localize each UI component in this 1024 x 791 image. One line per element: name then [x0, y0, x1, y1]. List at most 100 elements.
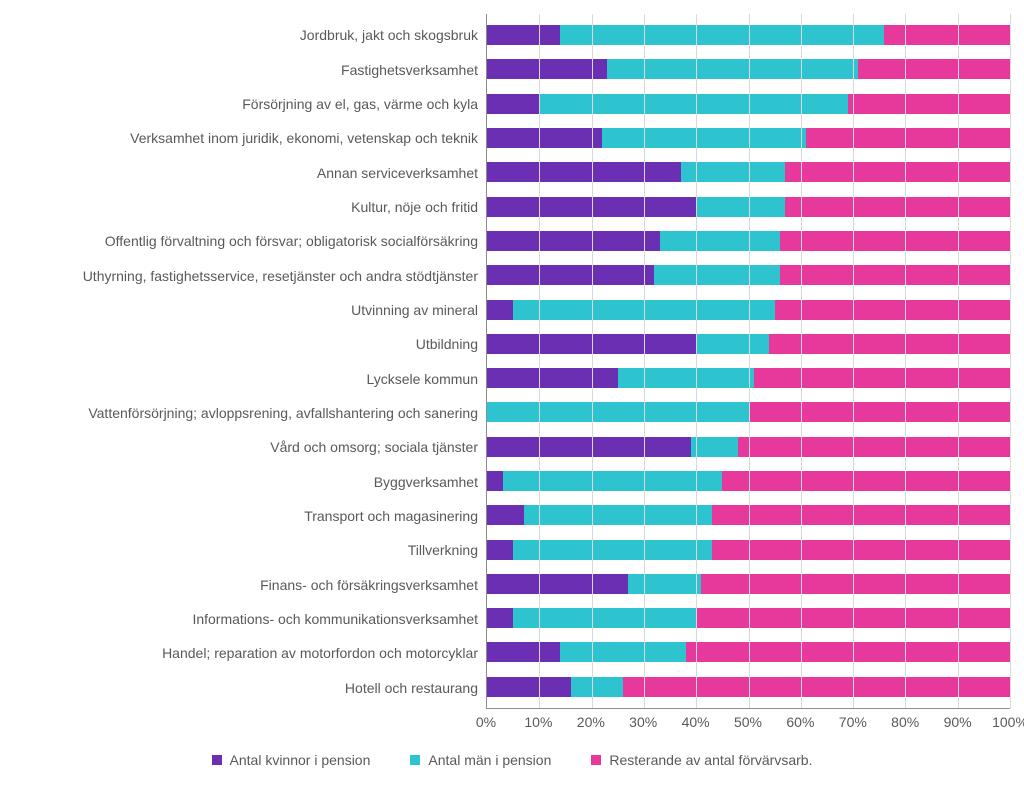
category-label: Jordbruk, jakt och skogsbruk	[8, 25, 478, 45]
bar-segment-kvinnor	[487, 677, 571, 697]
bar-segment-kvinnor	[487, 368, 618, 388]
category-label: Lycksele kommun	[8, 369, 478, 389]
bar-segment-man	[513, 540, 712, 560]
stacked-bar-chart: Jordbruk, jakt och skogsbruk Fastighetsve…	[8, 8, 1016, 783]
bar-segment-kvinnor	[487, 505, 524, 525]
bar-segment-kvinnor	[487, 437, 691, 457]
bar-segment-man	[654, 265, 780, 285]
grid-line	[696, 14, 697, 708]
bar-segment-rest	[769, 334, 1010, 354]
category-label: Informations- och kommunikationsverksamh…	[8, 609, 478, 629]
bar-segment-rest	[780, 265, 1010, 285]
bar-segment-kvinnor	[487, 265, 654, 285]
bar-segment-rest	[686, 642, 1010, 662]
grid-line	[958, 14, 959, 708]
bar-segment-kvinnor	[487, 642, 560, 662]
bar-segment-kvinnor	[487, 128, 602, 148]
bar-segment-man	[571, 677, 623, 697]
legend-label: Antal kvinnor i pension	[230, 752, 371, 768]
bar-segment-rest	[848, 94, 1010, 114]
bar-segment-rest	[858, 59, 1010, 79]
grid-line	[1010, 14, 1011, 708]
grid-line	[801, 14, 802, 708]
grid-line	[853, 14, 854, 708]
bar-segment-rest	[785, 162, 1010, 182]
category-label: Vattenförsörjning; avloppsrening, avfall…	[8, 403, 478, 423]
legend-label: Antal män i pension	[428, 752, 551, 768]
legend-item: Antal kvinnor i pension	[212, 752, 371, 768]
category-label: Fastighetsverksamhet	[8, 60, 478, 80]
legend-swatch	[212, 755, 222, 765]
x-tick-label: 40%	[682, 714, 710, 730]
bar-segment-kvinnor	[487, 231, 660, 251]
bar-segment-man	[607, 59, 858, 79]
bar-segment-man	[691, 437, 738, 457]
bar-segment-man	[696, 197, 785, 217]
bar-segment-kvinnor	[487, 471, 503, 491]
legend-label: Resterande av antal förvärvsarb.	[609, 752, 812, 768]
bar-segment-kvinnor	[487, 162, 681, 182]
grid-line	[592, 14, 593, 708]
grid-line	[905, 14, 906, 708]
bar-segment-rest	[712, 505, 1010, 525]
category-label: Försörjning av el, gas, värme och kyla	[8, 94, 478, 114]
bar-segment-rest	[722, 471, 1010, 491]
bar-segment-kvinnor	[487, 300, 513, 320]
category-label: Annan serviceverksamhet	[8, 163, 478, 183]
bar-segment-kvinnor	[487, 59, 607, 79]
bar-segment-man	[660, 231, 780, 251]
x-tick-label: 0%	[476, 714, 496, 730]
legend-item: Antal män i pension	[410, 752, 551, 768]
legend-swatch	[591, 755, 601, 765]
bar-segment-man	[487, 402, 749, 422]
bar-segment-rest	[712, 540, 1010, 560]
category-label: Handel; reparation av motorfordon och mo…	[8, 643, 478, 663]
bar-segment-kvinnor	[487, 574, 628, 594]
bar-segment-kvinnor	[487, 25, 560, 45]
bar-segment-man	[602, 128, 806, 148]
x-tick-label: 70%	[839, 714, 867, 730]
bar-segment-rest	[749, 402, 1011, 422]
bar-segment-rest	[806, 128, 1010, 148]
category-label: Tillverkning	[8, 540, 478, 560]
bar-segment-rest	[884, 25, 1010, 45]
bar-segment-rest	[785, 197, 1010, 217]
bar-segment-kvinnor	[487, 94, 539, 114]
category-label: Hotell och restaurang	[8, 678, 478, 698]
bar-segment-rest	[754, 368, 1010, 388]
category-label: Transport och magasinering	[8, 506, 478, 526]
legend: Antal kvinnor i pension Antal män i pensi…	[8, 752, 1016, 768]
category-labels: Jordbruk, jakt och skogsbruk Fastighetsve…	[8, 14, 478, 709]
legend-item: Resterande av antal förvärvsarb.	[591, 752, 812, 768]
x-tick-label: 50%	[734, 714, 762, 730]
bar-segment-kvinnor	[487, 540, 513, 560]
category-label: Byggverksamhet	[8, 472, 478, 492]
legend-swatch	[410, 755, 420, 765]
category-label: Utvinning av mineral	[8, 300, 478, 320]
x-tick-label: 100%	[992, 714, 1024, 730]
bar-segment-man	[560, 642, 686, 662]
bar-segment-rest	[738, 437, 1010, 457]
x-tick-label: 30%	[629, 714, 657, 730]
bar-segment-man	[618, 368, 754, 388]
x-tick-label: 20%	[577, 714, 605, 730]
bar-segment-man	[560, 25, 884, 45]
x-tick-label: 10%	[524, 714, 552, 730]
x-tick-label: 90%	[944, 714, 972, 730]
category-label: Verksamhet inom juridik, ekonomi, vetens…	[8, 128, 478, 148]
grid-line	[749, 14, 750, 708]
bar-segment-man	[524, 505, 712, 525]
bar-segment-rest	[780, 231, 1010, 251]
x-axis: 0%10%20%30%40%50%60%70%80%90%100%	[486, 714, 1010, 736]
category-label: Vård och omsorg; sociala tjänster	[8, 437, 478, 457]
category-label: Utbildning	[8, 334, 478, 354]
bar-segment-man	[513, 608, 696, 628]
bar-segment-man	[628, 574, 701, 594]
bar-segment-man	[696, 334, 769, 354]
bar-segment-rest	[775, 300, 1010, 320]
category-label: Offentlig förvaltning och försvar; oblig…	[8, 231, 478, 251]
bar-segment-man	[503, 471, 723, 491]
category-label: Uthyrning, fastighetsservice, resetjänst…	[8, 266, 478, 286]
bar-segment-rest	[623, 677, 1010, 697]
grid-line	[644, 14, 645, 708]
